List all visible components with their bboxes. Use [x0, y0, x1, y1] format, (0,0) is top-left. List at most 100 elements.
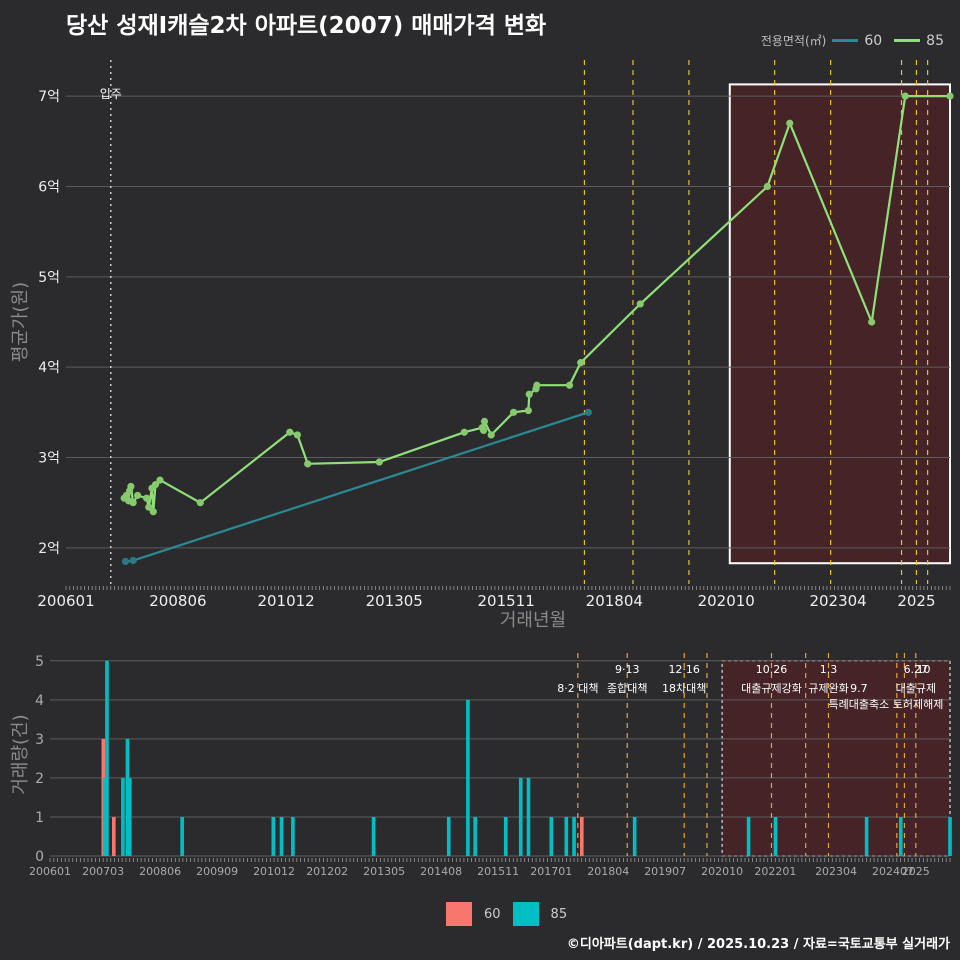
x-tick-label: 200601: [37, 592, 94, 610]
x-tick-label: 201408: [420, 865, 462, 878]
y-tick-label: 2억: [38, 541, 60, 557]
volume-bar-85: [371, 816, 376, 856]
x-tick-label: 201804: [586, 592, 643, 610]
policy-annotation: 9·13: [615, 663, 640, 676]
volume-bar-85: [773, 816, 778, 856]
volume-bar-85: [473, 816, 477, 856]
volume-bar-85: [102, 777, 107, 856]
policy-annotation: 종합대책: [607, 682, 647, 695]
y-tick-label: 2: [35, 771, 44, 787]
policy-annotation: 특례대출축소: [828, 698, 889, 711]
policy-annotation: 규제완화: [808, 682, 848, 695]
data-point-85: [286, 428, 294, 436]
x-axis-title: 거래년월: [500, 610, 566, 631]
legend-swatch-85: [894, 39, 921, 42]
x-tick-label: 200806: [149, 592, 206, 610]
x-tick-label: 201804: [587, 865, 629, 878]
data-point-85: [304, 460, 312, 468]
data-point-85: [868, 318, 876, 326]
volume-bar-85: [503, 816, 508, 856]
data-point-85: [565, 381, 574, 389]
x-tick-label: 200909: [196, 865, 238, 878]
data-point-85: [460, 428, 468, 436]
volume-bar-85: [526, 777, 531, 856]
policy-annotation: 8·2 대책: [557, 682, 598, 695]
x-tick-label: 202304: [815, 865, 857, 878]
data-point-85: [577, 359, 585, 367]
highlight-period-box: [721, 660, 951, 857]
data-point-60: [129, 556, 137, 565]
policy-annotation: 6.27: [904, 663, 929, 676]
data-point-85: [763, 182, 771, 191]
data-point-85: [946, 92, 954, 100]
volume-bar-85: [466, 699, 470, 856]
volume-bar-85: [549, 816, 554, 856]
volume-bar-85: [446, 816, 451, 856]
x-tick-label: 201907: [644, 865, 686, 878]
legend-label-60: 60: [864, 32, 883, 49]
data-point-85: [149, 508, 157, 516]
policy-annotation: 18차대책: [662, 682, 706, 695]
x-tick-label: 200601: [29, 865, 71, 878]
data-point-85: [134, 491, 142, 500]
x-tick-label: 201305: [363, 865, 405, 878]
legend-bar-label-85: 85: [550, 906, 568, 922]
data-point-85: [142, 494, 151, 502]
policy-annotation: 1.3: [820, 663, 838, 676]
volume-bar-85: [180, 816, 184, 856]
volume-bar-85: [271, 816, 276, 856]
x-tick-label: 201511: [477, 865, 519, 878]
volume-bar-85: [572, 816, 576, 856]
policy-annotation: 12·16: [668, 663, 700, 676]
data-point-85: [533, 381, 541, 389]
volume-bar-85: [898, 816, 903, 856]
data-point-85: [129, 499, 137, 507]
y-tick-label: 3억: [38, 451, 60, 467]
data-point-85: [151, 481, 160, 489]
x-tick-label: 200703: [82, 865, 124, 878]
x-tick-label: 201511: [477, 592, 534, 610]
volume-bar-85: [279, 816, 284, 856]
x-tick-label: 201012: [253, 865, 295, 878]
data-point-85: [145, 503, 153, 511]
y-tick-label: 6억: [38, 179, 60, 195]
volume-bar-85: [864, 816, 869, 856]
legend-title: 전용면적(㎡): [760, 34, 827, 48]
data-point-85: [636, 300, 644, 308]
volume-bar-85: [564, 816, 569, 856]
legend-box-85: [512, 902, 539, 926]
highlight-period-box: [728, 83, 951, 565]
data-point-85: [127, 482, 135, 491]
x-tick-label: 201012: [257, 592, 314, 610]
y-tick-label: 1: [35, 810, 44, 826]
y-tick-label: 3: [35, 732, 44, 748]
data-point-85: [480, 426, 488, 435]
data-point-85: [524, 406, 532, 415]
volume-bar-85: [127, 777, 132, 856]
y-tick-label: 4: [35, 693, 44, 709]
volume-bar-85: [121, 777, 125, 856]
volume-bar-85: [518, 777, 523, 856]
volume-bar-60: [111, 816, 116, 856]
y-tick-label: 0: [35, 849, 44, 865]
x-tick-label: 201202: [306, 865, 348, 878]
x-tick-label: 202010: [701, 865, 743, 878]
page-title: 당산 성재I캐슬2차 아파트(2007) 매매가격 변화: [66, 13, 547, 39]
x-tick-label: 201305: [366, 592, 423, 610]
policy-annotation: 대출규제강화: [741, 682, 802, 695]
x-tick-label: 202407: [872, 865, 914, 878]
source-footer: ©디아파트(dapt.kr) / 2025.10.23 / 자료=국토교통부 실…: [566, 937, 950, 952]
y-axis-title: 거래량(건): [10, 714, 31, 794]
policy-annotation: 대출규제: [896, 682, 936, 695]
x-tick-label: 202010: [698, 592, 755, 610]
policy-annotation: 10.26: [756, 663, 788, 676]
volume-bar-85: [125, 738, 130, 856]
x-tick-label: 2025: [902, 865, 930, 878]
series-line-60: [125, 411, 589, 563]
data-point-85: [509, 408, 518, 416]
data-point-85: [901, 92, 909, 100]
x-tick-label: 202201: [754, 865, 796, 878]
data-point-85: [480, 417, 489, 425]
x-tick-label: 200806: [139, 865, 181, 878]
